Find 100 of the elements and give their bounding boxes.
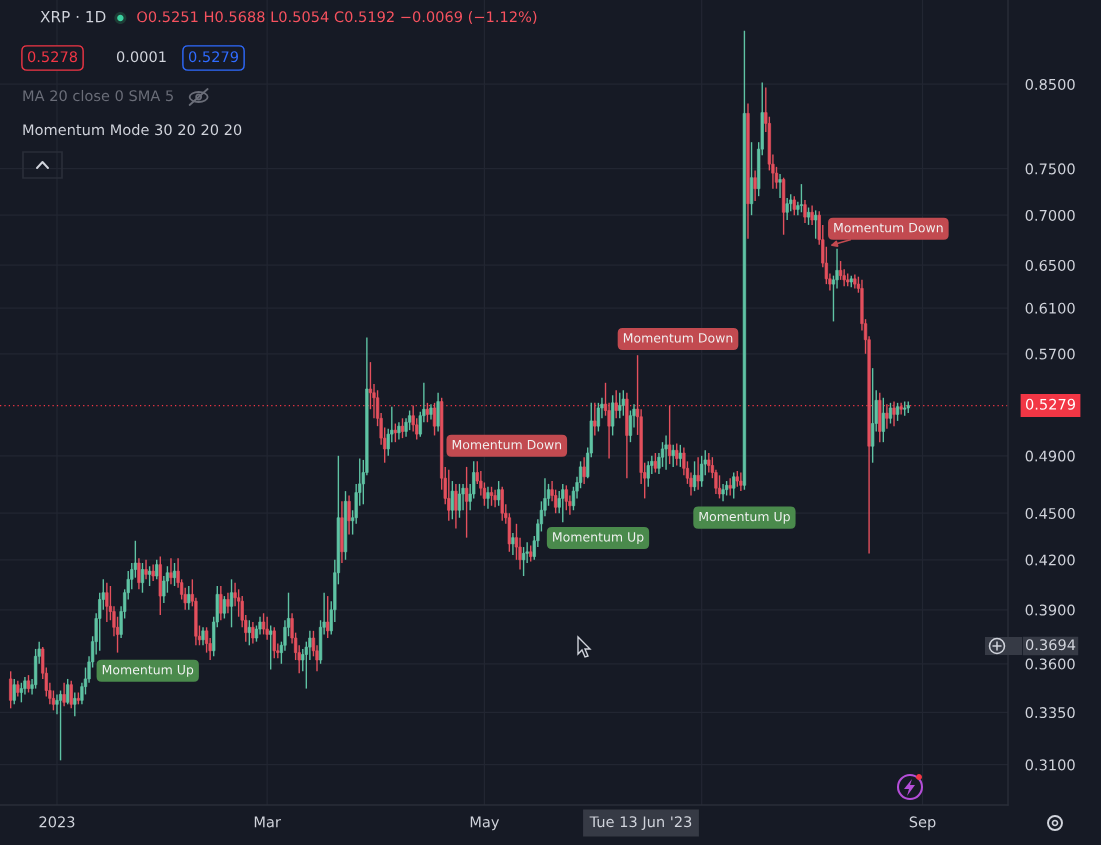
candlestick: [593, 402, 597, 437]
candlestick: [696, 456, 700, 491]
candlestick: [137, 557, 141, 591]
candlestick: [871, 367, 875, 464]
candlestick: [810, 204, 814, 226]
candlestick: [144, 559, 148, 581]
candlestick: [888, 402, 893, 425]
candlestick: [269, 624, 273, 671]
y-tick-label: 0.7000: [1025, 209, 1075, 221]
candlestick: [753, 169, 757, 202]
y-tick-label: 0.4500: [1025, 507, 1075, 519]
candlestick: [721, 483, 725, 503]
candlestick: [618, 392, 622, 419]
candlestick: [219, 585, 223, 621]
candlestick: [73, 691, 77, 718]
candlestick: [664, 434, 668, 471]
candlestick: [885, 403, 889, 430]
candlestick: [272, 626, 276, 659]
candlestick: [493, 488, 497, 508]
y-tick-label: 0.4200: [1025, 554, 1075, 566]
candlestick: [614, 389, 618, 419]
candlestick: [457, 483, 462, 519]
candlestick: [347, 494, 351, 536]
y-tick-label: 0.3900: [1025, 604, 1075, 616]
candlestick: [497, 480, 501, 507]
candlestick: [265, 616, 269, 641]
y-tick-label: 0.7500: [1025, 163, 1075, 175]
candlestick: [58, 689, 63, 762]
candlestick: [326, 595, 330, 639]
candlestick: [222, 595, 227, 620]
x-tick-label: Mar: [254, 816, 281, 828]
candlestick: [12, 678, 16, 706]
candlestick: [785, 197, 789, 221]
candlestick: [671, 444, 675, 468]
text: O0.5251 H0.5688 L0.5054 C0.5192 −0.0069 (−1.12%): [137, 10, 537, 24]
candlestick: [653, 452, 658, 474]
text: Tue 13 Jun '23: [589, 816, 692, 830]
candlestick: [678, 444, 682, 468]
candlestick: [500, 486, 504, 522]
x-tick-label: Sep: [909, 816, 936, 831]
candlestick: [454, 483, 458, 530]
candlestick: [707, 452, 711, 474]
candlestick: [9, 670, 13, 710]
candlestick: [621, 389, 625, 417]
text: 0.3694: [1025, 639, 1076, 651]
y-tick-label: 0.8500: [1025, 78, 1075, 90]
annotation: Momentum Down: [452, 440, 562, 450]
candlestick: [892, 400, 896, 427]
annotation: MA 20 close 0 SMA 5: [23, 89, 173, 102]
candlestick: [799, 183, 804, 213]
candlestick: [187, 585, 191, 611]
candlestick: [717, 474, 722, 500]
annotation: Momentum Mode 30 20 20 20: [23, 123, 242, 136]
candlestick: [105, 581, 109, 623]
annotation: 0.5278: [27, 51, 78, 63]
annotation: Momentum Up: [553, 532, 644, 545]
candlestick: [582, 456, 586, 485]
candlestick: [675, 442, 679, 467]
y-tick-label: 0.3350: [1025, 707, 1075, 719]
y-tick-label: 0.5700: [1025, 348, 1075, 360]
candlestick: [447, 469, 451, 522]
candlestick: [521, 546, 526, 577]
annotation: 0.0001: [116, 51, 166, 63]
candlestick: [489, 486, 494, 507]
candlestick: [511, 532, 515, 556]
candlestick: [69, 680, 73, 710]
x-tick-label: 2023: [39, 816, 75, 828]
candlestick: [739, 471, 743, 492]
candlestick: [561, 483, 565, 523]
candlestick: [172, 562, 177, 587]
candlestick: [450, 480, 454, 520]
y-tick-label: 0.6500: [1025, 259, 1075, 271]
candlestick: [229, 578, 234, 628]
candlestick: [251, 621, 255, 645]
y-tick-label: 0.3600: [1025, 658, 1075, 670]
candlestick: [66, 678, 70, 706]
annotation: Momentum Up: [102, 665, 194, 677]
text: XRP · 1D: [40, 11, 106, 23]
annotation: Momentum Down: [623, 333, 733, 343]
candlestick: [611, 394, 615, 437]
candlestick: [464, 466, 469, 539]
candlestick: [169, 557, 173, 586]
candlestick: [140, 562, 145, 594]
candlestick: [596, 402, 601, 433]
candlestick: [62, 682, 66, 708]
candlestick: [646, 460, 650, 488]
y-tick-label: 0.4900: [1025, 450, 1075, 462]
candlestick: [778, 173, 782, 199]
candlestick: [814, 209, 818, 240]
candlestick: [486, 486, 490, 510]
candlestick: [881, 397, 885, 443]
y-tick-label: 0.3100: [1025, 759, 1075, 771]
candlestick: [564, 484, 568, 511]
candlestick: [667, 404, 672, 465]
annotation: Momentum Up: [699, 512, 790, 524]
annotation: 0.5279: [188, 51, 238, 63]
candlestick: [226, 592, 230, 614]
ref-line-label: 0.5279: [1025, 398, 1075, 410]
candlestick: [247, 619, 251, 646]
candlestick: [692, 460, 697, 492]
